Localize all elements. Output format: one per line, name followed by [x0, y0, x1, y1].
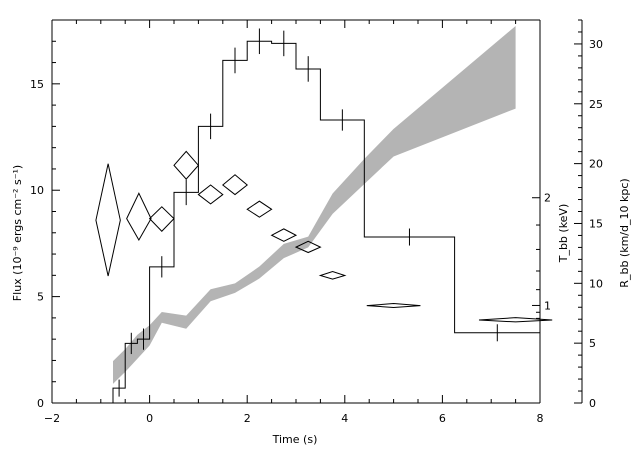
outer-right-tick-label: 10 [589, 277, 603, 290]
left-y-tick-label: 5 [37, 291, 44, 304]
temperature-diamond [246, 200, 273, 218]
temperature-diamond [478, 317, 553, 323]
temperature-diamond [197, 184, 224, 205]
temperature-diamond [318, 271, 347, 280]
temperature-diamond [270, 228, 298, 242]
inner-right-tick-label: 1 [544, 299, 551, 312]
outer-right-tick-label: 5 [589, 337, 596, 350]
left-y-axis-label: Flux (10⁻⁹ ergs cm⁻² s⁻¹) [11, 165, 24, 301]
x-tick-label: 8 [537, 412, 544, 425]
inner-right-y-axis-label: T_bb (keV) [557, 204, 570, 264]
flux-step-line [112, 40, 540, 403]
inner-right-tick-label: 2 [544, 192, 551, 205]
x-tick-label: 0 [146, 412, 153, 425]
x-tick-label: 4 [341, 412, 348, 425]
x-tick-label: 2 [244, 412, 251, 425]
flux-histogram-layer [112, 28, 540, 403]
outer-right-tick-label: 0 [589, 397, 596, 410]
outer-right-tick-label: 30 [589, 38, 603, 51]
temperature-diamond [126, 192, 152, 242]
outer-right-y-axis-label: R_bb (km/d_10 kpc) [618, 178, 631, 287]
radius-band [113, 25, 516, 384]
temperature-diamond [95, 163, 121, 277]
x-tick-label: −2 [44, 412, 60, 425]
x-axis-label: Time (s) [272, 433, 318, 446]
temperature-diamonds-layer [95, 150, 553, 323]
temperature-diamond [222, 174, 248, 196]
temperature-diamond [148, 206, 175, 232]
left-y-tick-label: 15 [30, 78, 44, 91]
radius-band-layer [113, 25, 516, 384]
outer-right-tick-label: 15 [589, 217, 603, 230]
temperature-diamond [294, 240, 322, 254]
outer-right-tick-label: 20 [589, 158, 603, 171]
temperature-diamond [366, 303, 421, 309]
temperature-diamond [173, 150, 200, 180]
outer-right-tick-label: 25 [589, 98, 603, 111]
left-y-tick-label: 0 [37, 397, 44, 410]
left-y-tick-label: 10 [30, 184, 44, 197]
x-tick-label: 6 [439, 412, 446, 425]
